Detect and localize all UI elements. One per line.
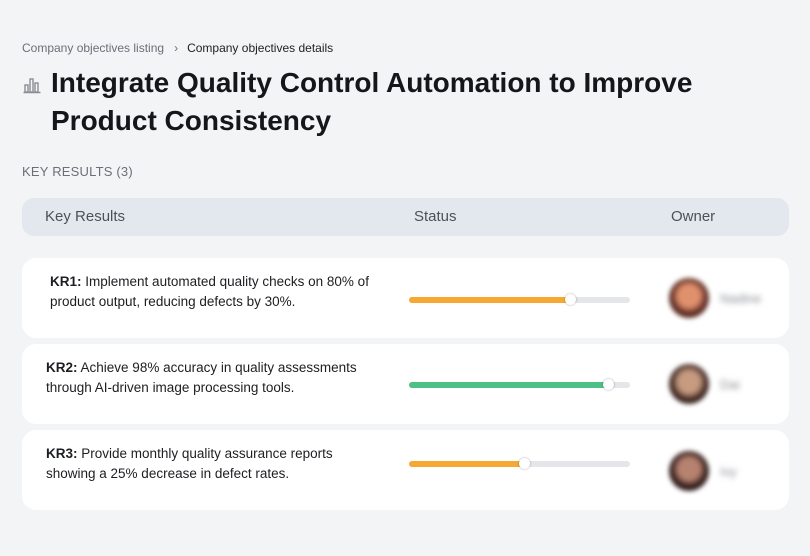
progress-slider-handle[interactable] <box>518 458 530 469</box>
progress-bar <box>409 294 630 305</box>
key-result-row-1[interactable]: KR1: Implement automated quality checks … <box>22 258 789 338</box>
progress-slider-handle[interactable] <box>565 294 577 305</box>
owner-name: Ivy <box>720 464 737 479</box>
key-result-id: KR1: <box>50 274 82 289</box>
column-header-owner: Owner <box>671 208 716 225</box>
key-result-description: KR3: Provide monthly quality assurance r… <box>46 444 376 484</box>
key-result-text: Provide monthly quality assurance report… <box>46 446 333 481</box>
key-results-table-header: Key Results Status Owner <box>22 198 789 236</box>
column-header-status: Status <box>414 208 457 225</box>
breadcrumb: Company objectives listing › Company obj… <box>22 41 333 55</box>
key-result-description: KR1: Implement automated quality checks … <box>50 272 380 312</box>
owner-avatar <box>669 278 709 318</box>
progress-fill <box>409 461 524 467</box>
progress-bar <box>409 379 630 390</box>
progress-bar <box>409 458 630 469</box>
breadcrumb-current-page: Company objectives details <box>187 41 334 55</box>
column-header-key-results: Key Results <box>45 208 126 225</box>
key-result-row-2[interactable]: KR2: Achieve 98% accuracy in quality ass… <box>22 344 789 424</box>
objective-title: Integrate Quality Control Automation to … <box>51 67 693 136</box>
breadcrumb-link-objectives-listing[interactable]: Company objectives listing <box>22 41 165 55</box>
owner-name: Nadine <box>720 291 762 306</box>
key-result-text: Implement automated quality checks on 80… <box>50 274 369 309</box>
key-result-row-3[interactable]: KR3: Provide monthly quality assurance r… <box>22 430 789 510</box>
key-result-text: Achieve 98% accuracy in quality assessme… <box>46 360 357 395</box>
key-result-description: KR2: Achieve 98% accuracy in quality ass… <box>46 358 376 398</box>
breadcrumb-separator: › <box>174 41 179 55</box>
key-results-section-label: KEY RESULTS (3) <box>22 164 133 179</box>
owner-avatar <box>669 364 709 404</box>
bar-chart-icon <box>23 78 41 94</box>
progress-fill <box>409 297 571 303</box>
owner-name: Dai <box>720 377 740 392</box>
progress-fill <box>409 382 608 388</box>
progress-slider-handle[interactable] <box>602 379 614 390</box>
owner-avatar <box>669 451 709 491</box>
key-result-id: KR3: <box>46 446 78 461</box>
key-result-id: KR2: <box>46 360 78 375</box>
